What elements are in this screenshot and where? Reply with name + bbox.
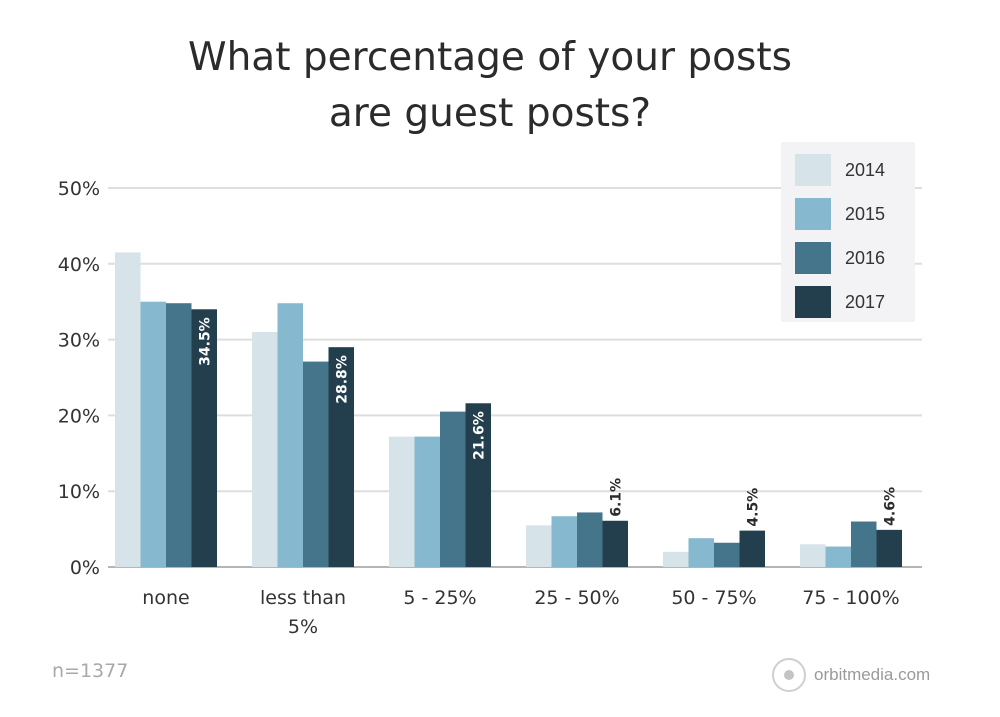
brand-watermark: orbitmedia.com: [772, 655, 930, 695]
x-tick-label: none: [142, 587, 189, 609]
x-tick-label: less than: [260, 587, 346, 609]
bar-2016: [303, 361, 329, 567]
bar-2014: [252, 332, 278, 567]
bar-2017: [328, 347, 354, 567]
x-tick-label: 5%: [288, 616, 318, 638]
bar-2015: [688, 538, 714, 567]
legend-label-2017: 2017: [845, 291, 886, 312]
bar-2016: [440, 411, 466, 567]
bar-2017: [465, 403, 491, 567]
bar-2017: [876, 529, 902, 567]
bar-2015: [140, 301, 166, 567]
legend-swatch-2016: [795, 242, 831, 274]
bar-2016: [166, 303, 192, 567]
legend-item-2014: 2014: [795, 148, 915, 192]
bar-2016: [851, 521, 877, 567]
legend-item-2017: 2017: [795, 280, 915, 324]
x-tick-label: 75 - 100%: [802, 587, 899, 609]
bar-2016: [577, 512, 603, 567]
bar-2015: [277, 303, 303, 567]
data-label: 4.6%: [882, 487, 898, 526]
chart-legend: 2014 2015 2016 2017: [781, 142, 915, 322]
bar-2014: [115, 252, 141, 567]
x-tick-label: 25 - 50%: [534, 587, 619, 609]
bar-2016: [714, 542, 740, 567]
bar-2017: [602, 520, 628, 567]
y-tick-label: 50%: [58, 178, 100, 200]
x-tick-label: 5 - 25%: [403, 587, 476, 609]
y-tick-label: 0%: [70, 557, 100, 579]
y-tick-label: 10%: [58, 481, 100, 503]
bar-2014: [526, 525, 552, 567]
legend-item-2016: 2016: [795, 236, 915, 280]
data-label: 21.6%: [471, 411, 487, 460]
bar-2015: [825, 546, 851, 567]
orbit-logo-icon: [772, 658, 806, 692]
legend-swatch-2017: [795, 286, 831, 318]
bar-2014: [800, 544, 826, 567]
bar-2017: [191, 309, 217, 567]
bar-2015: [414, 436, 440, 567]
data-label: 6.1%: [608, 478, 624, 517]
data-label: 34.5%: [197, 317, 213, 366]
chart-title-line-1: What percentage of your posts: [188, 35, 792, 80]
legend-swatch-2014: [795, 154, 831, 186]
y-tick-label: 20%: [58, 405, 100, 427]
legend-item-2015: 2015: [795, 192, 915, 236]
x-tick-label: 50 - 75%: [671, 587, 756, 609]
legend-label-2016: 2016: [845, 247, 886, 268]
legend-label-2014: 2014: [845, 159, 886, 180]
bar-2015: [551, 516, 577, 567]
data-label: 4.5%: [745, 488, 761, 527]
chart-title-line-2: are guest posts?: [328, 91, 652, 136]
chart-title: What percentage of your posts are guest …: [0, 30, 980, 142]
y-tick-label: 40%: [58, 254, 100, 276]
legend-label-2015: 2015: [845, 203, 886, 224]
sample-size-note: n=1377: [52, 660, 129, 682]
data-label: 28.8%: [334, 355, 350, 404]
y-tick-label: 30%: [58, 330, 100, 352]
brand-name: orbitmedia.com: [814, 665, 931, 684]
bar-2014: [663, 551, 689, 567]
legend-swatch-2015: [795, 198, 831, 230]
bar-2017: [739, 530, 765, 567]
bar-2014: [389, 436, 415, 567]
